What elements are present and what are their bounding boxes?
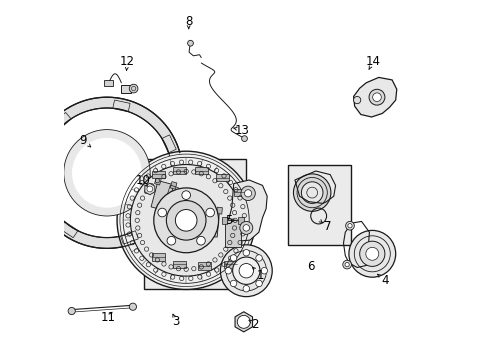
Circle shape [243, 249, 249, 256]
Polygon shape [200, 206, 206, 213]
Polygon shape [201, 208, 219, 237]
Polygon shape [194, 167, 207, 174]
Circle shape [353, 96, 360, 104]
Polygon shape [353, 77, 396, 117]
Polygon shape [151, 181, 173, 211]
Text: 11: 11 [101, 311, 116, 324]
Circle shape [243, 285, 249, 292]
Polygon shape [223, 261, 236, 268]
Polygon shape [31, 97, 180, 248]
Circle shape [146, 186, 152, 192]
Circle shape [187, 40, 193, 46]
Polygon shape [238, 217, 243, 224]
Text: 5: 5 [224, 214, 232, 227]
Polygon shape [216, 207, 222, 214]
Circle shape [255, 255, 262, 261]
Polygon shape [144, 183, 155, 195]
Polygon shape [154, 177, 161, 185]
Polygon shape [176, 193, 182, 200]
Text: 3: 3 [172, 315, 180, 328]
Circle shape [359, 241, 384, 266]
Circle shape [255, 280, 262, 287]
Circle shape [220, 245, 272, 297]
Circle shape [72, 138, 142, 208]
Circle shape [182, 191, 190, 199]
Circle shape [342, 260, 351, 269]
Polygon shape [170, 181, 177, 189]
Circle shape [365, 247, 378, 260]
Circle shape [68, 307, 75, 315]
Circle shape [244, 190, 251, 197]
Polygon shape [216, 174, 229, 181]
Circle shape [344, 262, 348, 267]
Polygon shape [173, 167, 186, 174]
Bar [287, 165, 350, 245]
Circle shape [261, 267, 267, 274]
Circle shape [239, 264, 253, 278]
Polygon shape [235, 312, 252, 332]
Circle shape [158, 208, 166, 217]
Polygon shape [192, 195, 198, 203]
Polygon shape [198, 262, 211, 270]
Circle shape [166, 201, 205, 240]
Circle shape [345, 221, 354, 230]
Circle shape [230, 255, 236, 261]
Circle shape [372, 93, 381, 102]
Text: 2: 2 [251, 318, 259, 330]
Text: 12: 12 [120, 55, 135, 68]
Circle shape [237, 315, 250, 328]
Circle shape [293, 174, 330, 211]
Circle shape [241, 186, 255, 201]
Text: 6: 6 [306, 260, 314, 273]
Circle shape [117, 151, 255, 289]
Circle shape [224, 267, 231, 274]
Circle shape [175, 210, 197, 231]
Polygon shape [151, 253, 164, 261]
Polygon shape [174, 195, 195, 225]
Circle shape [301, 182, 322, 203]
Circle shape [241, 136, 247, 141]
Text: 8: 8 [184, 15, 192, 28]
Circle shape [243, 225, 249, 231]
Circle shape [129, 84, 138, 93]
Text: 13: 13 [234, 124, 249, 137]
Polygon shape [228, 180, 266, 241]
Text: 10: 10 [135, 174, 150, 187]
Bar [104, 80, 113, 86]
Bar [121, 85, 131, 93]
Circle shape [347, 224, 351, 228]
Circle shape [239, 221, 252, 234]
Circle shape [348, 230, 395, 277]
Text: 4: 4 [380, 274, 388, 287]
Bar [143, 159, 246, 289]
Circle shape [368, 89, 384, 105]
Text: 1: 1 [256, 269, 264, 282]
Text: 9: 9 [80, 134, 87, 147]
Text: 14: 14 [365, 55, 380, 68]
Polygon shape [224, 220, 241, 247]
Circle shape [205, 208, 214, 217]
Polygon shape [222, 217, 227, 224]
Text: 7: 7 [323, 220, 330, 233]
Circle shape [167, 237, 175, 245]
Polygon shape [234, 189, 247, 196]
Circle shape [74, 140, 140, 206]
Circle shape [63, 130, 150, 216]
Circle shape [230, 280, 236, 287]
Polygon shape [151, 171, 164, 178]
Circle shape [232, 257, 260, 284]
Circle shape [196, 237, 205, 245]
Circle shape [153, 188, 218, 253]
Circle shape [129, 303, 136, 310]
Circle shape [130, 165, 242, 276]
Polygon shape [173, 261, 186, 268]
